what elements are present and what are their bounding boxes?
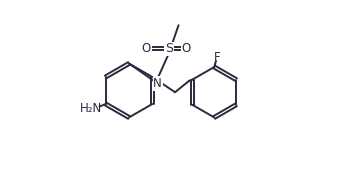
Text: F: F [214, 51, 220, 64]
Text: N: N [153, 77, 162, 90]
Text: O: O [182, 42, 191, 55]
Text: O: O [142, 42, 151, 55]
Text: H₂N: H₂N [80, 102, 102, 115]
Text: S: S [165, 42, 173, 55]
